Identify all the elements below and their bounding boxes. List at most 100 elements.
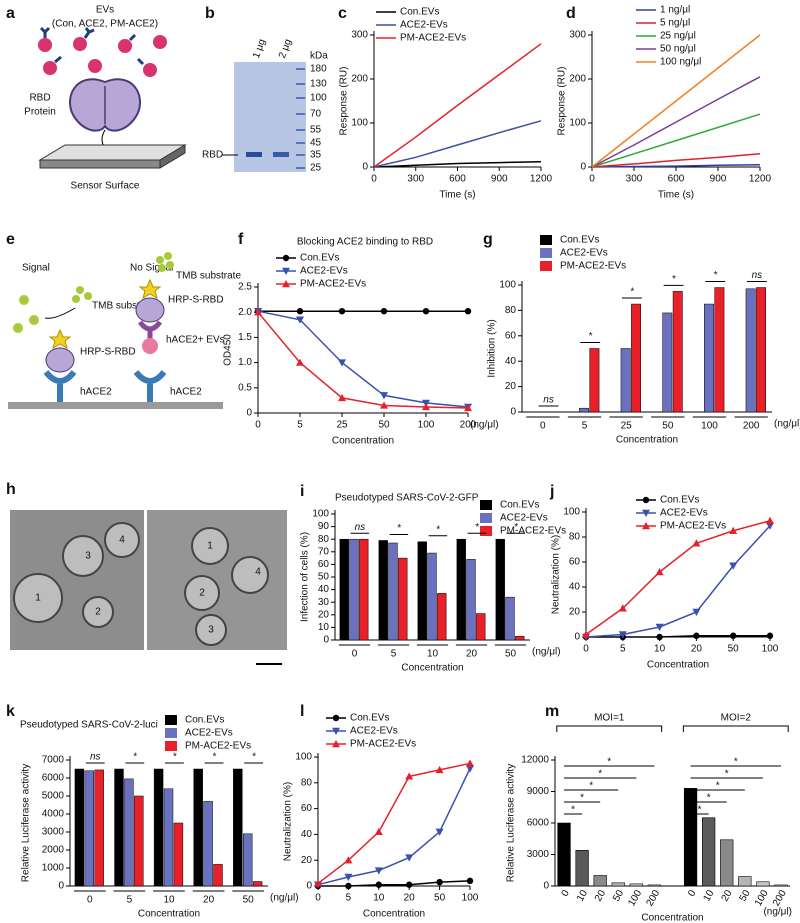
data-point xyxy=(618,604,627,612)
series-line xyxy=(585,520,771,636)
sig-label: * xyxy=(436,524,441,535)
x-tick-label: 10 xyxy=(427,649,439,660)
bar xyxy=(153,768,164,887)
data-point xyxy=(464,307,472,315)
bar xyxy=(756,881,770,887)
x-tick-label: 5 xyxy=(391,649,397,660)
y-tick-label: 60 xyxy=(301,803,313,814)
data-point xyxy=(422,307,430,315)
x-tick-label: 10 xyxy=(575,888,590,904)
x-tick-label: 100 xyxy=(753,888,771,908)
bar xyxy=(714,287,725,413)
legend-marker xyxy=(642,509,650,517)
x-tick-label: 600 xyxy=(668,174,685,185)
marker-label: 70 xyxy=(310,109,322,120)
data-point xyxy=(296,316,304,324)
s-rbd xyxy=(135,297,165,323)
data-point xyxy=(296,358,304,366)
data-point xyxy=(405,854,414,862)
x-tick-label: 50 xyxy=(611,888,626,904)
panel-letter: h xyxy=(6,481,16,498)
assay-title: No Signal xyxy=(130,263,173,274)
data-point xyxy=(693,632,700,639)
bar xyxy=(193,768,203,887)
data-point xyxy=(314,879,322,887)
y-tick-label: 0 xyxy=(543,881,549,892)
data-point xyxy=(435,765,444,774)
bar xyxy=(505,596,515,641)
bar xyxy=(84,770,95,887)
y-tick-label: 1000 xyxy=(42,863,65,874)
vesicle-number: 1 xyxy=(207,541,213,552)
y-tick-label: 90 xyxy=(318,521,330,532)
y-tick-label: 100 xyxy=(563,507,580,518)
x-axis-label: Concentration xyxy=(647,660,709,671)
legend-label: 50 ng/μl xyxy=(660,44,696,55)
series-line xyxy=(317,762,471,885)
x-unit: (ng/μl) xyxy=(470,420,499,431)
data-point xyxy=(375,881,382,888)
legend-label: PM-ACE2-EVs xyxy=(560,261,626,272)
x-tick-label: 50 xyxy=(738,888,753,904)
x-tick-label: 200 xyxy=(644,888,662,908)
group-label: MOI=2 xyxy=(721,713,752,724)
sig-label: ns xyxy=(543,395,554,406)
ev-label: hACE2+ EVs xyxy=(166,335,225,346)
bar xyxy=(515,635,525,641)
x-tick-label: 50 xyxy=(505,649,517,660)
legend-label: 1 ng/μl xyxy=(660,5,690,16)
sig-label: * xyxy=(475,522,480,533)
x-tick-label: 900 xyxy=(491,174,508,185)
y-tick-label: 100 xyxy=(295,752,312,763)
y-tick-label: 100 xyxy=(569,118,586,129)
y-tick-label: 0 xyxy=(58,881,64,892)
y-tick-label: 6000 xyxy=(42,773,65,784)
y-tick-label: 200 xyxy=(351,74,368,85)
x-tick-label: 0 xyxy=(315,893,321,904)
y-tick-label: 0 xyxy=(580,162,586,173)
series-line xyxy=(591,34,761,168)
bar xyxy=(557,822,571,887)
bar xyxy=(203,801,213,887)
legend-swatch xyxy=(165,728,177,738)
bar xyxy=(94,769,104,887)
bar xyxy=(417,541,427,641)
legend-marker xyxy=(332,714,340,722)
sig-label: * xyxy=(672,274,677,285)
panel-letter: j xyxy=(549,483,554,500)
panel-letter: b xyxy=(205,5,215,22)
data-point xyxy=(374,867,383,875)
legend-label: Con.EVs xyxy=(560,235,599,246)
x-tick-label: 25 xyxy=(336,420,348,431)
x-tick-label: 50 xyxy=(434,893,446,904)
band-label: RBD xyxy=(202,150,223,161)
y-tick-label: 60 xyxy=(569,557,581,568)
data-point xyxy=(655,568,664,576)
legend-swatch xyxy=(540,235,552,245)
x-tick-label: 300 xyxy=(407,174,424,185)
legend-swatch xyxy=(165,715,177,725)
series-line xyxy=(591,113,761,168)
bar xyxy=(252,881,263,887)
s-rbd xyxy=(45,347,75,373)
legend-label: Con.EVs xyxy=(500,500,539,511)
legend-marker xyxy=(282,280,290,288)
sig-label: * xyxy=(588,331,593,342)
legend-label: PM-ACE2-EVs xyxy=(185,741,251,752)
x-tick-label: 5 xyxy=(346,893,352,904)
sig-label: ns xyxy=(90,752,101,763)
bar xyxy=(738,876,752,887)
bar xyxy=(456,538,466,641)
y-tick-label: 80 xyxy=(318,534,330,545)
y-tick-label: 9000 xyxy=(527,786,550,797)
y-tick-label: 20 xyxy=(318,609,330,620)
x-tick-label: 0 xyxy=(686,888,699,899)
legend-label: Con.EVs xyxy=(400,7,439,18)
legend-label: PM-ACE2-EVs xyxy=(660,521,726,532)
x-tick-label: 10 xyxy=(701,888,716,904)
data-point xyxy=(405,772,414,780)
x-tick-label: 100 xyxy=(462,893,479,904)
legend-label: ACE2-EVs xyxy=(400,20,448,31)
sig-label: * xyxy=(514,522,519,533)
series-line xyxy=(373,160,542,168)
